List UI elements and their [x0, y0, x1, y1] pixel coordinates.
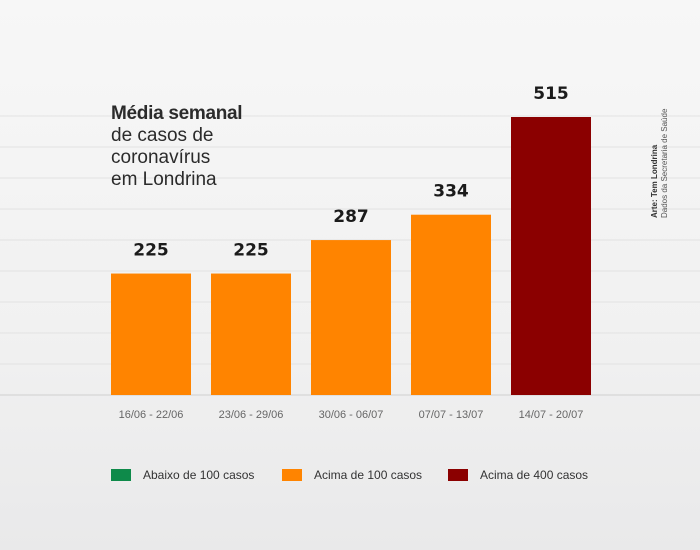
credit-main: Arte: Tem Londrina: [650, 144, 659, 218]
legend-item-above-400: Acima de 400 casos: [448, 468, 588, 482]
bar: [211, 273, 291, 395]
legend-item-above-100: Acima de 100 casos: [282, 468, 422, 482]
legend-label: Acima de 400 casos: [480, 468, 589, 482]
bar-value-label: 515: [533, 84, 569, 104]
bar-value-label: 225: [233, 241, 269, 261]
x-tick-label: 14/07 - 20/07: [519, 409, 584, 421]
bar: [511, 117, 591, 395]
bar-value-label: 287: [333, 207, 369, 227]
title-strong: Média semanal: [111, 103, 243, 124]
legend-label: Abaixo de 100 casos: [143, 468, 255, 482]
bar-value-label: 225: [133, 241, 169, 261]
legend-label: Acima de 100 casos: [314, 468, 423, 482]
x-tick-label: 23/06 - 29/06: [219, 409, 284, 421]
credit-sub: Dados da Secretaria de Saúde: [660, 108, 669, 218]
x-tick-label: 07/07 - 13/07: [419, 409, 484, 421]
x-tick-label: 30/06 - 06/07: [319, 409, 384, 421]
bar: [311, 240, 391, 395]
title-line-1: de casos de: [111, 125, 214, 146]
x-tick-label: 16/06 - 22/06: [119, 409, 184, 421]
bar: [111, 273, 191, 395]
bar: [411, 214, 491, 395]
legend-swatch-green: [111, 469, 131, 481]
legend-item-below-100: Abaixo de 100 casos: [111, 468, 254, 482]
credits: Arte: Tem Londrina Dados da Secretaria d…: [650, 109, 670, 218]
chart-title: Média semanal de casos de coronavírus em…: [111, 103, 291, 191]
title-line-3: em Londrina: [111, 169, 217, 190]
legend-swatch-darkred: [448, 469, 468, 481]
title-line-2: coronavírus: [111, 147, 211, 168]
legend-swatch-orange: [282, 469, 302, 481]
bar-value-label: 334: [433, 182, 469, 202]
